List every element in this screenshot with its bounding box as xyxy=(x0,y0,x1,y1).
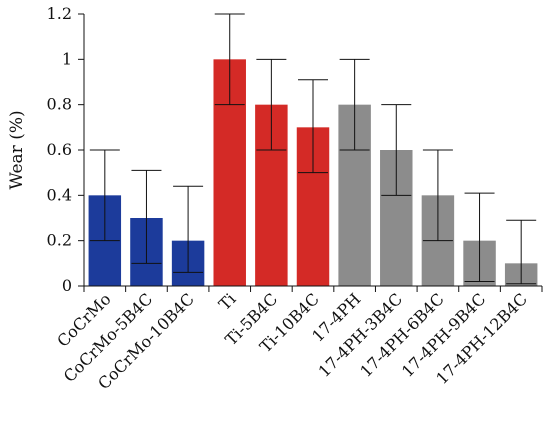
error-bar xyxy=(173,185,204,273)
error-bar xyxy=(89,149,120,242)
axes-group xyxy=(83,14,543,292)
error-bar xyxy=(214,13,245,106)
error-bar xyxy=(339,58,370,151)
y-tick-label: 0.2 xyxy=(47,231,72,250)
error-bar xyxy=(381,104,412,196)
y-axis-ticks: 0 0.2 0.4 0.6 0.8 1 1.2 xyxy=(47,4,84,295)
error-bar xyxy=(298,79,328,174)
y-tick-label: 0.8 xyxy=(47,95,72,114)
y-tick-label: 1 xyxy=(62,49,72,68)
y-tick-label: 0 xyxy=(62,276,72,295)
x-category-label: Ti xyxy=(215,289,240,314)
error-bar xyxy=(506,219,537,285)
y-tick-label: 0.4 xyxy=(47,185,72,204)
error-bar xyxy=(131,169,162,264)
error-bars-group xyxy=(89,13,537,285)
error-bar xyxy=(422,149,453,242)
y-axis-title: Wear (%) xyxy=(7,110,27,189)
error-bar xyxy=(256,58,287,151)
y-tick-label: 1.2 xyxy=(47,4,72,23)
error-bar xyxy=(464,192,495,282)
y-tick-label: 0.6 xyxy=(47,140,72,159)
